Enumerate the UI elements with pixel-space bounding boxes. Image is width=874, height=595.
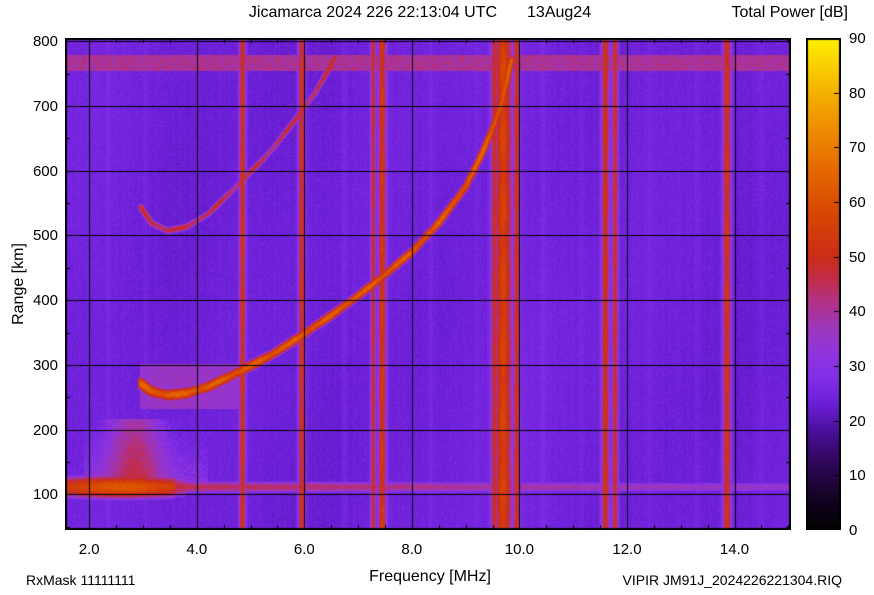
plot-title-row: Jicamarca 2024 226 22:13:04 UTC 13Aug24 [90,4,750,22]
rxmask-label: RxMask 11111111 [26,572,136,588]
x-tick-label: 4.0 [186,541,208,558]
colorbar-tick-label: 70 [849,139,866,157]
y-tick-label: 500 [32,227,58,245]
colorbar-title: Total Power [dB] [731,4,849,21]
y-tick-label: 200 [32,421,58,439]
colorbar-tick-label: 10 [849,467,866,485]
ionogram-heatmap-canvas [65,38,791,530]
colorbar-tick-label: 90 [849,30,866,47]
x-tick-label: 8.0 [401,541,423,558]
x-tick-label: 10.0 [504,541,535,558]
colorbar-tick-label: 20 [849,412,866,430]
filename-label: VIPIR JM91J_2024226221304.RIQ [622,572,842,588]
colorbar-tick-label: 80 [849,84,866,102]
x-tick-label: 12.0 [612,541,642,558]
colorbar-tick-label: 0 [849,522,858,539]
y-tick-label: 300 [32,356,58,374]
x-tick-label: 14.0 [719,541,750,558]
y-tick-label: 600 [32,162,58,180]
x-axis-label: Frequency [MHz] [369,568,491,585]
x-tick-label: 2.0 [78,541,100,558]
colorbar-tick-label: 60 [849,194,866,211]
y-tick-label: 800 [32,33,58,51]
y-tick-label: 100 [32,486,58,504]
plot-title: Jicamarca 2024 226 22:13:04 UTC [248,4,498,21]
colorbar-tick-label: 40 [849,303,866,321]
x-tick-label: 6.0 [293,541,315,558]
y-axis-label: Range [km] [10,243,27,325]
colorbar-tick-label: 30 [849,358,866,375]
y-tick-label: 400 [32,292,58,310]
colorbar-tick-label: 50 [849,248,866,266]
colorbar-canvas [806,38,841,530]
y-tick-label: 700 [32,97,58,115]
plot-date: 13Aug24 [527,4,592,21]
